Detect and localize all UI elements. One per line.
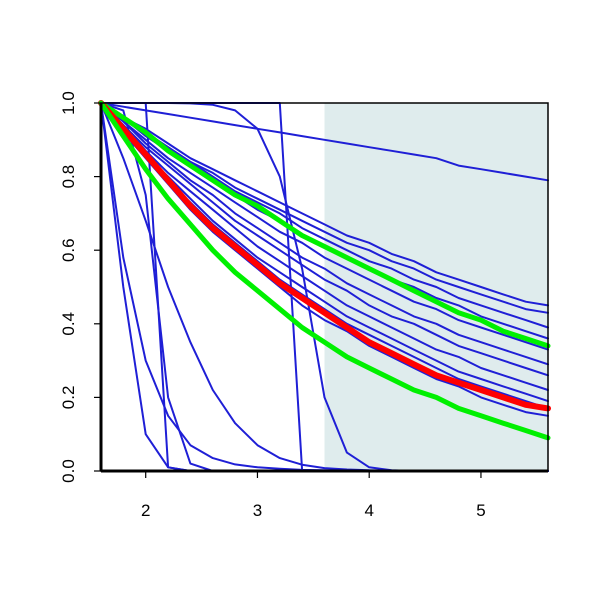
series-line-17 (100, 102, 549, 403)
y-tick-label: 0.6 (59, 238, 78, 262)
ticks-layer: 2 3 4 5 0.0 0.2 0.4 0.6 0.8 1.0 (59, 91, 486, 520)
series-line-21 (98, 100, 551, 412)
series-line-14 (100, 102, 549, 366)
x-tick-label: 4 (364, 501, 373, 520)
y-tick-label: 0.0 (59, 459, 78, 483)
series-line-13 (100, 102, 549, 351)
series-line-8 (100, 102, 549, 182)
series-line-22 (98, 100, 551, 441)
x-tick-label: 2 (141, 501, 150, 520)
series-line-15 (100, 102, 549, 377)
series-line-9 (100, 102, 549, 307)
series-line-16 (100, 102, 549, 391)
axes-layer (99, 102, 549, 473)
x-tick-label: 5 (476, 501, 485, 520)
x-tick-label: 3 (253, 501, 262, 520)
series-line-11 (100, 102, 549, 329)
y-tick-label: 0.8 (59, 165, 78, 189)
series-line-20 (98, 100, 551, 349)
y-tick-label: 0.2 (59, 386, 78, 410)
y-tick-label: 1.0 (59, 91, 78, 115)
y-tick-label: 0.4 (59, 312, 78, 336)
